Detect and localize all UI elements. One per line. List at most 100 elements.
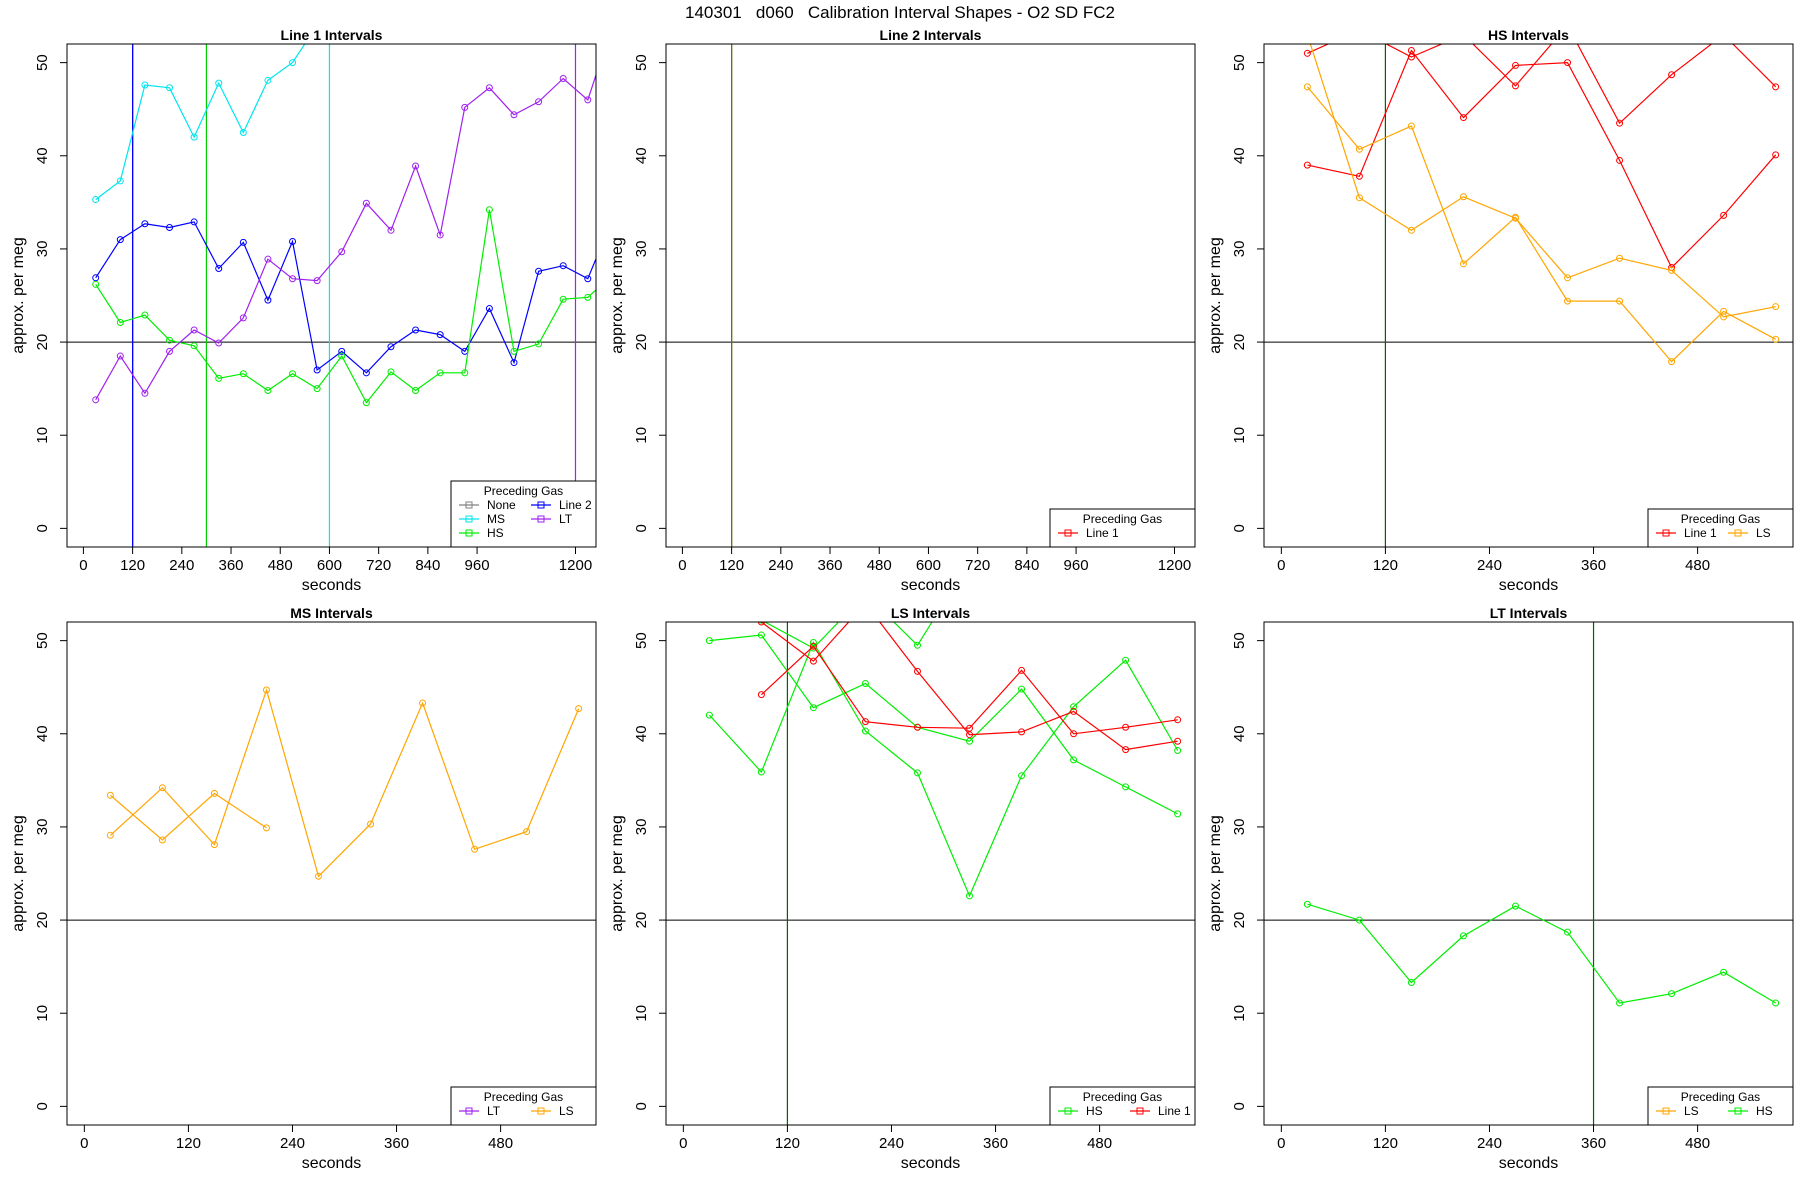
- y-tick-label: 50: [34, 54, 51, 71]
- y-tick-label: 20: [1231, 912, 1248, 929]
- data-point: [913, 641, 921, 649]
- data-point: [757, 691, 765, 699]
- data-point: [1018, 728, 1026, 736]
- legend-entry-line-1: Line 1: [1158, 1104, 1191, 1118]
- x-tick-label: 240: [768, 557, 793, 574]
- panel-title: LT Intervals: [1490, 605, 1568, 621]
- series-line-ms: [95, 44, 306, 201]
- x-tick-label: 360: [1581, 557, 1606, 574]
- panels: Line 1 Intervals 0 120 240 360 480 600 720 840 96…: [10, 27, 1794, 1172]
- data-point: [1174, 810, 1182, 818]
- data-point: [289, 275, 297, 283]
- data-point: [584, 96, 592, 104]
- y-tick-label: 50: [1231, 54, 1248, 71]
- x-tick-label: 1200: [1158, 557, 1191, 574]
- y-axis: 0 10 20 30 40 50 approx. per meg: [609, 54, 667, 533]
- y-axis: 0 10 20 30 40 50 approx. per meg: [1207, 54, 1265, 533]
- figure-title: 140301 d060 Calibration Interval Shapes …: [685, 3, 1115, 22]
- legend-entry-lt: LT: [559, 512, 573, 526]
- x-tick-label: 840: [415, 557, 440, 574]
- data-point: [262, 686, 270, 694]
- data-point: [523, 828, 531, 836]
- x-axis: 0 120 240 360 480 seconds: [1277, 1124, 1710, 1172]
- x-tick-label: 0: [678, 557, 686, 574]
- data-point: [535, 267, 543, 275]
- data-point: [1355, 172, 1363, 180]
- data-point: [559, 295, 567, 303]
- data-point: [362, 399, 370, 407]
- data-point: [1459, 193, 1467, 201]
- chart-panel-ls-intervals: LS Intervals 0 120 240 360 480 seconds 0 10 20 30 4…: [609, 605, 1196, 1172]
- data-point: [166, 224, 174, 232]
- y-tick-label: 20: [633, 334, 650, 351]
- legend-key-marker: [1734, 529, 1742, 537]
- data-point: [313, 385, 321, 393]
- x-tick-label: 0: [79, 557, 87, 574]
- data-point: [966, 737, 974, 745]
- legend-key-marker: [465, 529, 473, 537]
- data-point: [584, 293, 592, 301]
- data-point: [809, 644, 817, 652]
- x-tick-label: 360: [384, 1135, 409, 1152]
- x-axis: 0 120 240 360 480 seconds: [679, 1124, 1112, 1172]
- legend-key-marker: [465, 1107, 473, 1115]
- chart-panel-lt-intervals: LT Intervals 0 120 240 360 480 seconds 0 10 20 30 4…: [1207, 605, 1794, 1172]
- data-point: [412, 326, 420, 334]
- series-line-ls-b: [1309, 44, 1776, 318]
- y-tick-label: 0: [34, 524, 51, 532]
- data-point: [757, 631, 765, 639]
- y-tick-label: 50: [1231, 632, 1248, 649]
- data-point: [166, 84, 174, 92]
- y-axis-label: approx. per meg: [1207, 815, 1224, 932]
- legend-key-marker: [1734, 1107, 1742, 1115]
- data-point: [215, 264, 223, 272]
- x-tick-label: 0: [679, 1135, 687, 1152]
- data-point: [966, 892, 974, 900]
- legend-entry-line-1: Line 1: [1086, 526, 1119, 540]
- data-point: [1122, 746, 1130, 754]
- data-point: [809, 642, 817, 650]
- data-point: [190, 218, 198, 226]
- data-point: [141, 311, 149, 319]
- x-axis-label: seconds: [302, 577, 362, 594]
- data-point: [1355, 145, 1363, 153]
- x-tick-label: 240: [879, 1135, 904, 1152]
- x-axis: 0 120 240 360 480 seconds: [1277, 546, 1710, 594]
- data-point: [190, 133, 198, 141]
- legend-box: [450, 1086, 597, 1126]
- y-tick-label: 40: [34, 147, 51, 164]
- data-point: [106, 831, 114, 839]
- data-point: [1511, 61, 1519, 69]
- data-point: [461, 103, 469, 111]
- data-point: [1407, 226, 1415, 234]
- y-axis-label: approx. per meg: [10, 237, 27, 354]
- data-point: [338, 352, 346, 360]
- y-tick-label: 10: [34, 1005, 51, 1022]
- x-tick-label: 480: [268, 557, 293, 574]
- series-line-line-1-a: [1307, 44, 1777, 125]
- legend-entry-ms: MS: [487, 512, 505, 526]
- series-line-line-2: [95, 221, 596, 374]
- data-point: [367, 820, 375, 828]
- legend-entry-ls: LS: [1684, 1104, 1699, 1118]
- y-axis-label: approx. per meg: [609, 237, 626, 354]
- legend-box: [450, 480, 597, 548]
- legend-entry-none: None: [487, 498, 516, 512]
- y-tick-label: 40: [1231, 147, 1248, 164]
- x-tick-label: 600: [317, 557, 342, 574]
- y-tick-label: 20: [1231, 334, 1248, 351]
- data-point: [436, 369, 444, 377]
- data-point: [1564, 59, 1572, 67]
- data-point: [1564, 928, 1572, 936]
- data-point: [289, 237, 297, 245]
- x-tick-label: 120: [775, 1135, 800, 1152]
- data-point: [535, 340, 543, 348]
- data-point: [387, 343, 395, 351]
- y-tick-label: 20: [34, 334, 51, 351]
- data-point: [314, 872, 322, 880]
- x-tick-label: 600: [916, 557, 941, 574]
- series-line-line-1-a: [760, 645, 1178, 735]
